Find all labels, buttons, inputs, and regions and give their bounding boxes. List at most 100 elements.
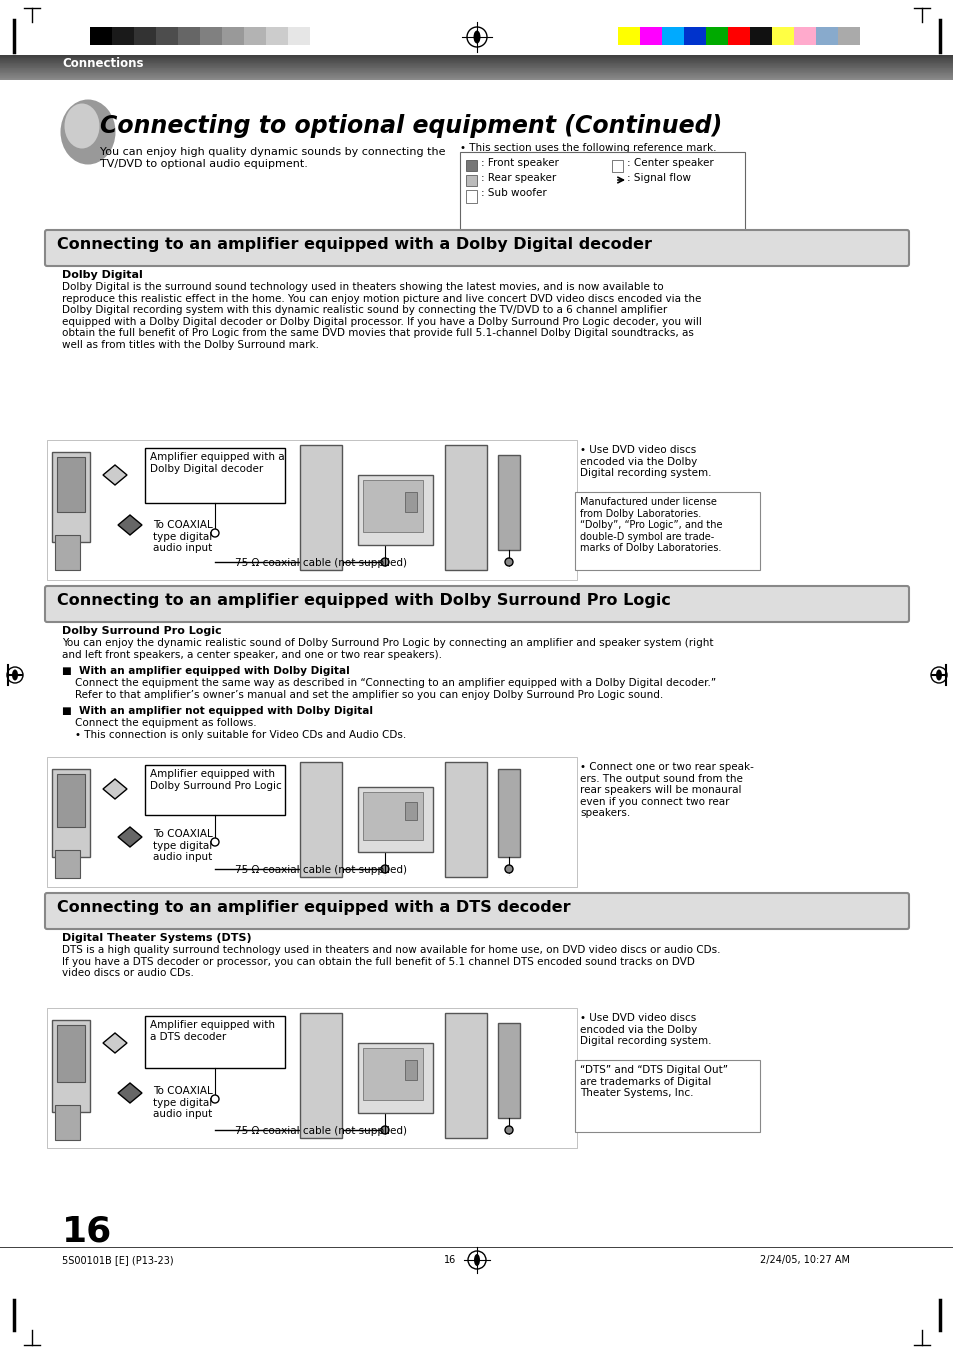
- Text: “DTS” and “DTS Digital Out”
are trademarks of Digital
Theater Systems, Inc.: “DTS” and “DTS Digital Out” are trademar…: [579, 1065, 727, 1098]
- Text: • Use DVD video discs
encoded via the Dolby
Digital recording system.: • Use DVD video discs encoded via the Do…: [579, 444, 711, 478]
- Circle shape: [211, 530, 219, 536]
- Text: 16: 16: [443, 1255, 456, 1265]
- FancyBboxPatch shape: [45, 230, 908, 266]
- Text: : Front speaker: : Front speaker: [480, 158, 558, 168]
- Bar: [363, 1048, 422, 1100]
- Text: To COAXIAL
type digital
audio input: To COAXIAL type digital audio input: [152, 1086, 213, 1119]
- Text: 75 Ω coaxial cable (not supplied): 75 Ω coaxial cable (not supplied): [234, 1125, 407, 1136]
- Bar: [639, 27, 661, 45]
- Bar: [55, 1105, 80, 1140]
- FancyBboxPatch shape: [45, 586, 908, 621]
- Text: Connecting to an amplifier equipped with a DTS decoder: Connecting to an amplifier equipped with…: [57, 900, 570, 915]
- Ellipse shape: [935, 670, 941, 681]
- Bar: [200, 27, 222, 45]
- Bar: [55, 535, 80, 570]
- Bar: [55, 850, 80, 878]
- Bar: [793, 27, 815, 45]
- Text: Connections: Connections: [62, 57, 143, 70]
- Bar: [363, 480, 422, 532]
- Text: To COAXIAL
type digital
audio input: To COAXIAL type digital audio input: [152, 520, 213, 553]
- Bar: [57, 1025, 85, 1082]
- Text: 2/24/05, 10:27 AM: 2/24/05, 10:27 AM: [760, 1255, 849, 1265]
- Bar: [497, 455, 519, 550]
- Bar: [266, 27, 288, 45]
- Circle shape: [380, 1125, 389, 1133]
- FancyBboxPatch shape: [45, 893, 908, 929]
- Polygon shape: [103, 465, 127, 485]
- Polygon shape: [118, 515, 142, 535]
- Bar: [133, 27, 156, 45]
- Bar: [0, 0, 953, 26]
- Circle shape: [380, 865, 389, 873]
- Text: : Signal flow: : Signal flow: [626, 173, 690, 182]
- Bar: [661, 27, 683, 45]
- Bar: [363, 792, 422, 840]
- Bar: [299, 1013, 341, 1138]
- Bar: [405, 802, 416, 820]
- Bar: [612, 159, 622, 172]
- Circle shape: [504, 558, 513, 566]
- Bar: [52, 1020, 90, 1112]
- Bar: [357, 788, 433, 852]
- Bar: [575, 1061, 760, 1132]
- Bar: [222, 27, 244, 45]
- Polygon shape: [118, 827, 142, 847]
- Bar: [444, 762, 486, 877]
- Bar: [815, 27, 837, 45]
- Circle shape: [211, 838, 219, 846]
- Text: Connecting to an amplifier equipped with a Dolby Digital decoder: Connecting to an amplifier equipped with…: [57, 236, 651, 253]
- Text: You can enjoy the dynamic realistic sound of Dolby Surround Pro Logic by connect: You can enjoy the dynamic realistic soun…: [62, 638, 713, 659]
- Bar: [145, 449, 285, 503]
- Bar: [0, 80, 953, 235]
- Bar: [749, 27, 771, 45]
- Ellipse shape: [60, 100, 115, 165]
- Text: : Rear speaker: : Rear speaker: [480, 173, 556, 182]
- Text: Manufactured under license
from Dolby Laboratories.
“Dolby”, “Pro Logic”, and th: Manufactured under license from Dolby La…: [579, 497, 721, 554]
- Text: ■  With an amplifier not equipped with Dolby Digital: ■ With an amplifier not equipped with Do…: [62, 707, 373, 716]
- Text: ■  With an amplifier equipped with Dolby Digital: ■ With an amplifier equipped with Dolby …: [62, 666, 350, 676]
- Bar: [459, 153, 744, 230]
- Polygon shape: [118, 1084, 142, 1102]
- Bar: [288, 27, 310, 45]
- Bar: [771, 27, 793, 45]
- Bar: [156, 27, 178, 45]
- Bar: [52, 769, 90, 857]
- Ellipse shape: [65, 104, 99, 149]
- Text: 16: 16: [62, 1215, 112, 1250]
- Bar: [465, 190, 476, 203]
- Text: Dolby Digital: Dolby Digital: [62, 270, 143, 280]
- Bar: [47, 440, 577, 580]
- Bar: [299, 762, 341, 877]
- Text: You can enjoy high quality dynamic sounds by connecting the
TV/DVD to optional a: You can enjoy high quality dynamic sound…: [100, 147, 445, 169]
- Bar: [405, 492, 416, 512]
- Bar: [705, 27, 727, 45]
- Circle shape: [380, 558, 389, 566]
- Text: Amplifier equipped with a
Dolby Digital decoder: Amplifier equipped with a Dolby Digital …: [150, 453, 284, 474]
- Text: • Use DVD video discs
encoded via the Dolby
Digital recording system.: • Use DVD video discs encoded via the Do…: [579, 1013, 711, 1046]
- Bar: [497, 769, 519, 857]
- Circle shape: [504, 865, 513, 873]
- Text: 75 Ω coaxial cable (not supplied): 75 Ω coaxial cable (not supplied): [234, 865, 407, 875]
- Polygon shape: [103, 1034, 127, 1052]
- Text: 75 Ω coaxial cable (not supplied): 75 Ω coaxial cable (not supplied): [234, 558, 407, 567]
- Bar: [497, 1023, 519, 1119]
- Ellipse shape: [474, 1254, 479, 1266]
- Bar: [145, 765, 285, 815]
- Bar: [465, 176, 476, 186]
- Bar: [357, 1043, 433, 1113]
- Text: • This section uses the following reference mark.: • This section uses the following refere…: [459, 143, 716, 153]
- Text: Dolby Digital is the surround sound technology used in theaters showing the late: Dolby Digital is the surround sound tech…: [62, 282, 701, 350]
- Ellipse shape: [473, 31, 480, 43]
- Bar: [57, 774, 85, 827]
- Bar: [465, 159, 476, 172]
- Text: Connecting to an amplifier equipped with Dolby Surround Pro Logic: Connecting to an amplifier equipped with…: [57, 593, 670, 608]
- Text: • Connect one or two rear speak-
ers. The output sound from the
rear speakers wi: • Connect one or two rear speak- ers. Th…: [579, 762, 753, 819]
- Text: Connect the equipment as follows.
    • This connection is only suitable for Vid: Connect the equipment as follows. • This…: [62, 717, 406, 739]
- Text: : Sub woofer: : Sub woofer: [480, 188, 546, 199]
- Bar: [178, 27, 200, 45]
- Bar: [575, 492, 760, 570]
- Text: Connecting to optional equipment (Continued): Connecting to optional equipment (Contin…: [100, 113, 721, 138]
- Bar: [244, 27, 266, 45]
- Bar: [57, 457, 85, 512]
- Bar: [299, 444, 341, 570]
